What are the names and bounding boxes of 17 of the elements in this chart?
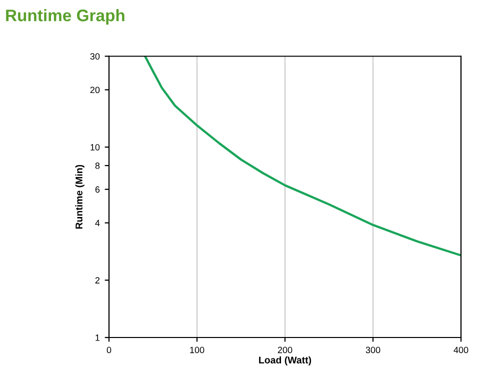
chart-title: Runtime Graph [6,9,124,25]
line-series [144,56,461,256]
x-tick-label: 300 [366,346,380,354]
y-tick-label: 20 [90,86,100,94]
y-tick-label: 30 [90,53,100,60]
y-tick-label: 1 [96,334,100,341]
x-tick-label: 100 [190,346,204,354]
x-axis-title: Load (Watt) [259,356,312,366]
x-tick-label: 400 [454,346,468,354]
x-tick-label: 0 [106,346,112,354]
y-tick-label: 6 [95,186,100,193]
x-tick-label: 200 [278,346,292,354]
y-tick-label: 10 [90,144,100,150]
y-tick-label: 4 [95,220,100,226]
y-tick-label: 8 [95,162,100,169]
y-tick-label: 2 [95,277,100,284]
y-axis-title: Runtime (Min) [75,164,84,229]
